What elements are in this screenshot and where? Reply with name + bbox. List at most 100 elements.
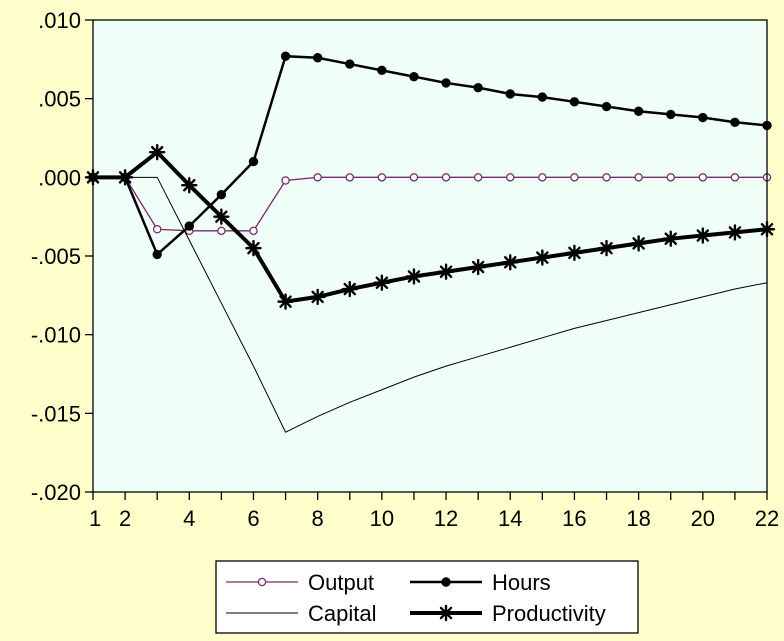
data-point — [505, 89, 515, 99]
data-point — [730, 173, 740, 182]
data-point — [245, 239, 262, 257]
x-tick-label: 18 — [626, 506, 650, 531]
data-point — [116, 169, 134, 186]
data-point — [441, 173, 451, 182]
x-tick-label: 16 — [562, 506, 586, 531]
data-point — [473, 173, 483, 182]
data-point — [698, 112, 708, 123]
y-tick-label: .000 — [38, 165, 81, 190]
data-point — [249, 226, 258, 236]
series-line — [93, 176, 767, 232]
data-point — [666, 173, 675, 182]
data-point — [409, 71, 419, 82]
data-point — [309, 288, 326, 306]
data-point — [373, 274, 391, 291]
series-capital — [93, 176, 768, 433]
data-point — [148, 143, 166, 161]
data-point — [569, 97, 580, 107]
y-tick-label: -.020 — [31, 480, 81, 505]
data-point — [537, 92, 548, 102]
data-point — [184, 221, 194, 231]
data-point — [216, 189, 227, 200]
data-point — [312, 53, 323, 63]
series-line — [93, 149, 768, 304]
data-point — [213, 208, 230, 225]
x-tick-label: 10 — [370, 506, 394, 531]
y-tick-label: -.010 — [31, 323, 81, 348]
y-tick-label: -.005 — [31, 244, 81, 269]
legend-box — [215, 560, 639, 634]
data-point — [280, 51, 291, 61]
data-point — [313, 173, 322, 182]
data-point — [441, 577, 451, 587]
legend-label: Productivity — [492, 601, 606, 626]
plot-area — [93, 20, 767, 492]
data-point — [566, 244, 583, 262]
x-tick-label: 4 — [183, 506, 195, 531]
data-point — [277, 293, 294, 310]
legend-label: Output — [308, 570, 374, 595]
data-point — [341, 280, 358, 298]
legend-item-capital: Capital — [226, 601, 376, 626]
data-point — [152, 249, 162, 260]
data-point — [666, 109, 676, 120]
data-point — [698, 173, 708, 182]
data-point — [570, 173, 579, 182]
x-tick-label: 12 — [434, 506, 458, 531]
series-line — [93, 176, 768, 433]
data-point — [377, 65, 387, 76]
data-point — [473, 82, 483, 93]
data-point — [534, 249, 551, 266]
data-point — [248, 156, 259, 167]
data-point — [345, 59, 355, 69]
data-point — [505, 173, 515, 182]
data-point — [633, 106, 644, 116]
data-point — [152, 225, 162, 234]
data-point — [602, 173, 611, 182]
data-point — [726, 224, 744, 241]
y-tick-label: -.015 — [31, 401, 81, 426]
data-point — [662, 230, 679, 247]
data-point — [405, 268, 423, 285]
legend-item-hours: Hours — [410, 570, 551, 595]
data-point — [694, 227, 712, 244]
data-point — [281, 176, 290, 185]
data-point — [502, 254, 519, 271]
y-tick-label: .010 — [38, 8, 81, 33]
x-tick-label: 8 — [312, 506, 324, 531]
data-point — [469, 258, 487, 276]
legend-label: Capital — [308, 601, 376, 626]
data-point — [630, 235, 647, 252]
legend: Output Hours Capital Productivity — [215, 560, 639, 634]
series-line — [93, 54, 768, 257]
data-point — [181, 176, 198, 194]
x-tick-label: 14 — [498, 506, 522, 531]
x-tick-label: 22 — [755, 506, 779, 531]
data-point — [217, 226, 226, 236]
legend-label: Hours — [492, 570, 551, 595]
series-hours — [88, 51, 772, 260]
data-point — [437, 604, 455, 622]
data-point — [538, 173, 547, 182]
data-point — [377, 173, 387, 182]
data-point — [634, 173, 643, 182]
data-point — [437, 263, 455, 280]
data-point — [598, 239, 615, 257]
data-point — [345, 173, 355, 182]
y-tick-label: .005 — [38, 87, 81, 112]
x-tick-label: 1 — [89, 506, 101, 531]
data-point — [730, 117, 740, 127]
x-tick-label: 20 — [691, 506, 715, 531]
data-point — [441, 78, 451, 88]
x-tick-label: 2 — [119, 506, 131, 531]
plot-background — [93, 20, 767, 492]
data-point — [601, 101, 612, 112]
x-tick-label: 6 — [247, 506, 259, 531]
data-point — [257, 577, 267, 587]
legend-item-output: Output — [226, 570, 374, 595]
data-point — [409, 173, 419, 182]
legend-item-productivity: Productivity — [410, 601, 606, 626]
